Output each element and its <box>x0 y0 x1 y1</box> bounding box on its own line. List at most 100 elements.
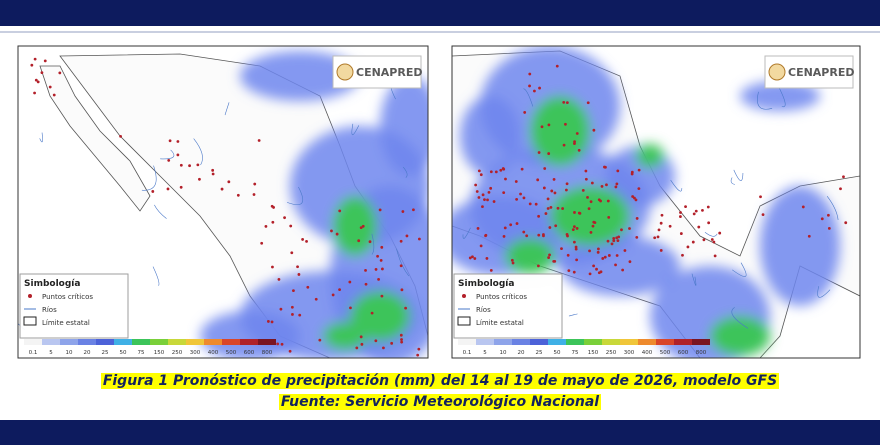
rain-heavy <box>323 322 367 350</box>
critical-point <box>801 205 805 209</box>
legend-dot <box>462 294 466 298</box>
critical-point <box>686 245 690 249</box>
critical-point <box>615 254 619 257</box>
critical-point <box>702 238 706 242</box>
river <box>826 196 839 220</box>
river <box>733 169 744 181</box>
critical-point <box>357 239 361 243</box>
river <box>704 232 718 237</box>
critical-point <box>656 235 660 239</box>
critical-point <box>43 59 47 63</box>
critical-point <box>382 346 385 350</box>
logo-emblem <box>336 63 354 81</box>
logo-emblem <box>768 63 786 81</box>
critical-point <box>612 237 616 240</box>
scale-label: 300 <box>624 350 635 356</box>
river <box>568 313 578 317</box>
critical-point <box>378 208 382 212</box>
critical-point <box>523 111 527 114</box>
river <box>371 233 375 255</box>
critical-point <box>542 186 546 190</box>
critical-point <box>637 187 641 191</box>
scale-swatch <box>114 339 132 345</box>
critical-point <box>515 222 519 225</box>
scale-label: 600 <box>678 350 689 356</box>
critical-point <box>166 187 170 191</box>
critical-point <box>542 233 545 236</box>
critical-point <box>701 208 704 212</box>
critical-point <box>637 168 641 172</box>
critical-point <box>612 239 616 243</box>
critical-point <box>634 198 638 202</box>
critical-point <box>264 224 268 228</box>
critical-point <box>405 234 409 238</box>
critical-point <box>489 268 493 272</box>
critical-point <box>706 205 710 209</box>
critical-point <box>614 263 617 267</box>
critical-point <box>515 197 519 201</box>
critical-point <box>528 202 532 206</box>
critical-point <box>270 320 274 324</box>
scale-label: 5 <box>49 350 53 356</box>
legend-item: Límite estatal <box>476 319 524 327</box>
critical-point <box>253 182 257 186</box>
scale-label: 0.1 <box>29 350 38 356</box>
critical-point <box>479 173 483 177</box>
critical-point <box>614 185 618 189</box>
critical-point <box>547 123 551 127</box>
legend-dot <box>28 294 32 298</box>
river <box>141 165 157 191</box>
critical-point <box>359 335 363 339</box>
critical-point <box>348 280 352 284</box>
critical-point <box>271 265 274 269</box>
critical-point <box>555 64 559 68</box>
map-frame <box>17 45 429 359</box>
critical-point <box>484 234 487 238</box>
critical-point <box>361 224 365 228</box>
critical-point <box>52 93 56 97</box>
critical-point <box>536 264 540 268</box>
critical-point <box>586 101 590 105</box>
critical-point <box>603 165 606 169</box>
scale-swatch <box>42 339 60 345</box>
critical-point <box>615 236 619 240</box>
critical-point <box>630 172 634 176</box>
scale-label: 400 <box>642 350 653 356</box>
critical-point <box>528 72 532 76</box>
critical-point <box>483 198 486 202</box>
critical-point <box>577 211 581 215</box>
critical-point <box>679 215 682 218</box>
critical-point <box>565 182 569 186</box>
critical-point <box>552 259 556 263</box>
legend-boundary <box>23 316 37 326</box>
map-right: CENAPRED Simbología Puntos críticos Ríos Lím… <box>451 45 861 359</box>
critical-point <box>401 210 405 213</box>
logo-text: CENAPRED <box>788 66 854 79</box>
critical-point <box>566 253 570 257</box>
river <box>732 262 747 277</box>
critical-point <box>546 197 550 201</box>
critical-point <box>151 190 155 193</box>
critical-point <box>349 306 352 310</box>
critical-point <box>565 233 569 236</box>
map-frame <box>451 45 861 359</box>
critical-point <box>681 253 684 257</box>
critical-point <box>537 214 541 218</box>
river <box>731 307 749 329</box>
critical-point <box>36 80 40 84</box>
critical-point <box>679 232 683 235</box>
critical-point <box>476 227 480 230</box>
scale-label: 10 <box>500 350 507 356</box>
critical-point <box>502 234 506 238</box>
critical-point <box>492 200 496 203</box>
critical-point <box>593 221 597 225</box>
critical-point <box>633 196 636 200</box>
scale-label: 25 <box>102 350 109 356</box>
critical-point <box>623 249 627 252</box>
critical-point <box>606 199 610 203</box>
critical-point <box>607 215 611 219</box>
critical-point <box>266 320 270 323</box>
critical-point <box>694 209 698 213</box>
critical-point <box>572 225 576 229</box>
critical-point <box>540 125 544 129</box>
